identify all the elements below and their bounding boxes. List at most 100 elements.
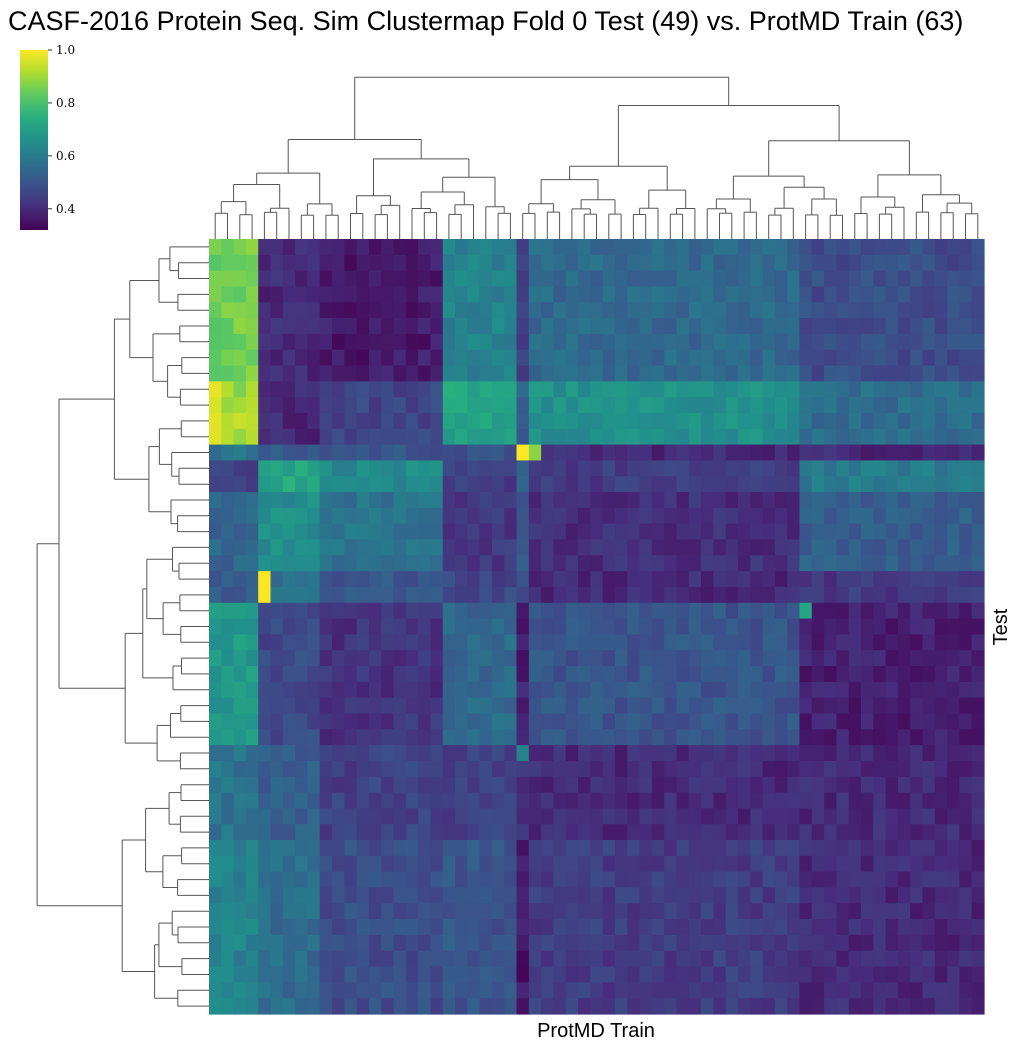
heatmap-cell (270, 381, 284, 398)
heatmap-cell (565, 571, 579, 588)
heatmap-cell (639, 302, 653, 319)
heatmap-cell (688, 602, 702, 620)
heatmap-cell (405, 982, 419, 999)
heatmap-cell (233, 507, 247, 525)
heatmap-cell (873, 729, 887, 746)
heatmap-cell (307, 302, 321, 319)
heatmap-cell (701, 681, 714, 699)
heatmap-cell (209, 824, 222, 841)
heatmap-cell (774, 602, 788, 620)
heatmap-cell (245, 776, 259, 794)
heatmap-cell (627, 934, 641, 952)
heatmap-cell (676, 381, 690, 398)
heatmap-cell (602, 729, 616, 746)
heatmap-cell (774, 586, 788, 604)
heatmap-cell (959, 666, 973, 683)
heatmap-cell (442, 855, 456, 873)
heatmap-cell (602, 776, 616, 794)
heatmap-cell (528, 270, 542, 288)
heatmap-cell (467, 492, 481, 509)
heatmap-cell (922, 318, 936, 335)
heatmap-cell (455, 824, 468, 841)
heatmap-cell (910, 713, 924, 730)
heatmap-cell (602, 460, 616, 477)
heatmap-cell (873, 586, 887, 604)
heatmap-cell (688, 318, 702, 335)
heatmap-cell (676, 397, 690, 414)
heatmap-cell (762, 760, 776, 778)
heatmap-cell (307, 428, 321, 446)
heatmap-cell (442, 713, 456, 730)
heatmap-cell (897, 318, 911, 335)
heatmap-cell (332, 760, 345, 778)
heatmap-cell (922, 444, 936, 462)
heatmap-cell (639, 270, 653, 288)
heatmap-cell (270, 760, 284, 778)
heatmap-cell (368, 792, 382, 809)
heatmap-cell (553, 950, 567, 968)
heatmap-cell (442, 586, 456, 604)
heatmap-cell (418, 318, 432, 335)
heatmap-cell (774, 539, 788, 556)
heatmap-cell (393, 349, 407, 367)
heatmap-cell (541, 760, 555, 778)
heatmap-cell (934, 476, 948, 493)
heatmap-cell (332, 855, 345, 873)
heatmap-cell (725, 571, 739, 588)
heatmap-cell (762, 745, 776, 762)
heatmap-cell (479, 365, 493, 382)
heatmap-cell (848, 618, 862, 636)
heatmap-cell (614, 492, 628, 509)
heatmap-cell (270, 618, 284, 636)
heatmap-cell (356, 681, 370, 699)
heatmap-cell (479, 444, 493, 462)
heatmap-cell (897, 697, 911, 715)
heatmap-cell (381, 697, 395, 715)
heatmap-cell (799, 840, 813, 857)
heatmap-cell (750, 618, 764, 636)
heatmap-cell (467, 887, 481, 904)
heatmap-cell (455, 840, 468, 857)
heatmap-cell (504, 412, 518, 430)
heatmap-cell (750, 365, 764, 382)
heatmap-cell (356, 270, 370, 288)
heatmap-cell (307, 333, 321, 351)
heatmap-cell (393, 713, 407, 730)
heatmap-cell (405, 776, 419, 794)
heatmap-cell (516, 239, 530, 256)
heatmap-cell (701, 729, 714, 746)
heatmap-cell (270, 934, 284, 952)
heatmap-cell (553, 507, 567, 525)
heatmap-cell (270, 523, 284, 541)
heatmap-cell (381, 666, 395, 683)
heatmap-cell (922, 824, 936, 841)
heatmap-cell (553, 460, 567, 477)
heatmap-cell (799, 571, 813, 588)
heatmap-cell (418, 586, 432, 604)
heatmap-cell (885, 681, 899, 699)
heatmap-cell (959, 966, 973, 983)
heatmap-cell (258, 302, 272, 319)
heatmap-cell (504, 286, 518, 303)
heatmap-cell (922, 760, 936, 778)
heatmap-cell (479, 492, 493, 509)
heatmap-cell (467, 713, 481, 730)
heatmap-cell (516, 666, 530, 683)
heatmap-cell (381, 998, 395, 1015)
heatmap-cell (688, 555, 702, 572)
heatmap-cell (959, 507, 973, 525)
heatmap-cell (614, 713, 628, 730)
heatmap-cell (516, 428, 530, 446)
heatmap-cell (442, 397, 456, 414)
heatmap-cell (627, 428, 641, 446)
heatmap-cell (332, 286, 345, 303)
heatmap-cell (676, 887, 690, 904)
heatmap-cell (258, 808, 272, 825)
heatmap-cell (639, 919, 653, 936)
heatmap-cell (221, 745, 235, 762)
heatmap-cell (725, 302, 739, 319)
heatmap-cell (701, 919, 714, 936)
heatmap-cell (319, 349, 333, 367)
heatmap-cell (750, 681, 764, 699)
